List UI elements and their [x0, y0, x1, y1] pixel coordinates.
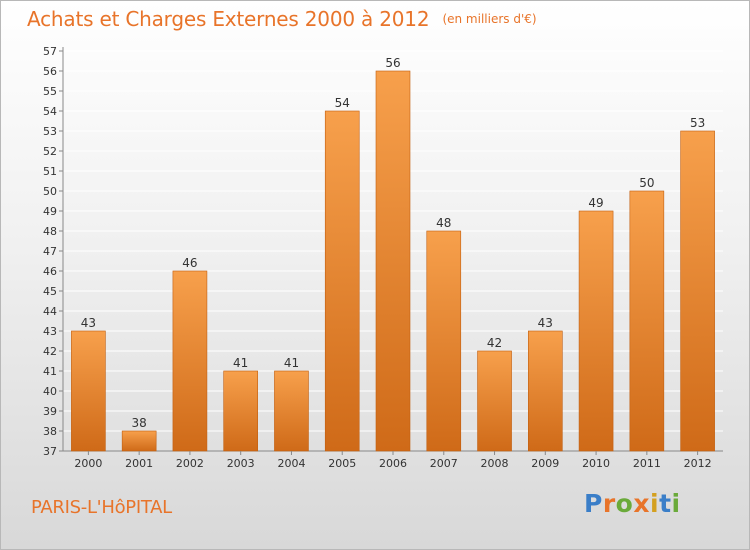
bars	[71, 70, 715, 452]
x-tick-label: 2010	[582, 457, 610, 470]
logo-letter: r	[602, 489, 616, 518]
y-tick-label: 43	[43, 325, 57, 338]
y-tick-label: 40	[43, 385, 57, 398]
bar-2006	[375, 70, 411, 452]
logo-letter: t	[659, 489, 672, 518]
y-tick-label: 41	[43, 365, 57, 378]
data-label: 46	[182, 256, 197, 270]
y-tick-label: 48	[43, 225, 57, 238]
y-tick-label: 46	[43, 265, 57, 278]
x-tick-label: 2005	[328, 457, 356, 470]
x-tick-label: 2008	[481, 457, 509, 470]
bar-2011	[629, 190, 665, 452]
x-tick-labels: 2000 2001 2002 2003 2004 2005 2006 2007 2008 2009…	[74, 451, 712, 470]
data-label: 49	[588, 196, 603, 210]
y-tick-label: 56	[43, 65, 57, 78]
logo-letter: x	[633, 489, 650, 518]
bar-2000	[71, 330, 106, 452]
y-tick-label: 57	[43, 45, 57, 58]
x-tick-label: 2006	[379, 457, 407, 470]
x-tick-label: 2011	[633, 457, 661, 470]
x-tick-label: 2002	[176, 457, 204, 470]
bar-2007	[426, 230, 462, 452]
data-label: 38	[132, 416, 147, 430]
x-tick-label: 2001	[125, 457, 153, 470]
data-label: 48	[436, 216, 451, 230]
x-tick-label: 2012	[684, 457, 712, 470]
x-tick-label: 2007	[430, 457, 458, 470]
proxiti-logo: Proxiti	[584, 489, 681, 518]
data-label: 50	[639, 176, 654, 190]
data-label: 56	[385, 56, 400, 70]
x-tick-label: 2003	[227, 457, 255, 470]
y-tick-label: 47	[43, 245, 57, 258]
y-tick-label: 51	[43, 165, 57, 178]
chart-unit: (en milliers d'€)	[442, 12, 537, 26]
y-tick-label: 37	[43, 445, 57, 458]
data-label: 53	[690, 116, 705, 130]
bar-2003	[223, 370, 258, 452]
bar-2012	[680, 130, 715, 452]
place-name: PARIS-L'HôPITAL	[31, 497, 172, 518]
data-label: 42	[487, 336, 502, 350]
y-tick-label: 50	[43, 185, 57, 198]
y-tick-label: 49	[43, 205, 57, 218]
bar-2002	[172, 270, 208, 452]
bar-chart: 37 38 39 40 41 42 43 44 45 46 47 48 49 50 51 52 53 54 55 56…	[43, 45, 723, 470]
bar-2005	[324, 110, 360, 452]
bar-2009	[528, 330, 563, 452]
y-tick-label: 42	[43, 345, 57, 358]
logo-letter: i	[650, 489, 660, 518]
title-row: Achats et Charges Externes 2000 à 2012 (…	[27, 7, 537, 31]
y-tick-label: 44	[43, 305, 57, 318]
data-label: 43	[538, 316, 553, 330]
y-tick-label: 39	[43, 405, 57, 418]
data-label: 54	[335, 96, 350, 110]
logo-letter: o	[615, 489, 634, 518]
bar-2004	[274, 370, 309, 452]
y-tick-label: 53	[43, 125, 57, 138]
x-tick-label: 2009	[531, 457, 559, 470]
logo-letter: i	[671, 489, 681, 518]
data-label: 41	[284, 356, 299, 370]
x-tick-label: 2000	[74, 457, 102, 470]
y-tick-label: 52	[43, 145, 57, 158]
y-tick-label: 55	[43, 85, 57, 98]
y-tick-label: 54	[43, 105, 57, 118]
chart-title: Achats et Charges Externes 2000 à 2012	[27, 7, 430, 31]
bar-2001	[121, 430, 157, 452]
y-tick-labels: 37 38 39 40 41 42 43 44 45 46 47 48 49 50 51 52 53 54 55 56…	[43, 45, 57, 458]
data-labels: 43 38 46 41 41 54 56 48 42 43 49 50 53	[81, 56, 706, 430]
bar-2008	[477, 350, 512, 452]
y-tick-label: 45	[43, 285, 57, 298]
bar-2010	[578, 210, 614, 452]
data-label: 43	[81, 316, 96, 330]
y-tick-label: 38	[43, 425, 57, 438]
x-tick-label: 2004	[277, 457, 305, 470]
logo-letter: P	[584, 489, 603, 518]
data-label: 41	[233, 356, 248, 370]
